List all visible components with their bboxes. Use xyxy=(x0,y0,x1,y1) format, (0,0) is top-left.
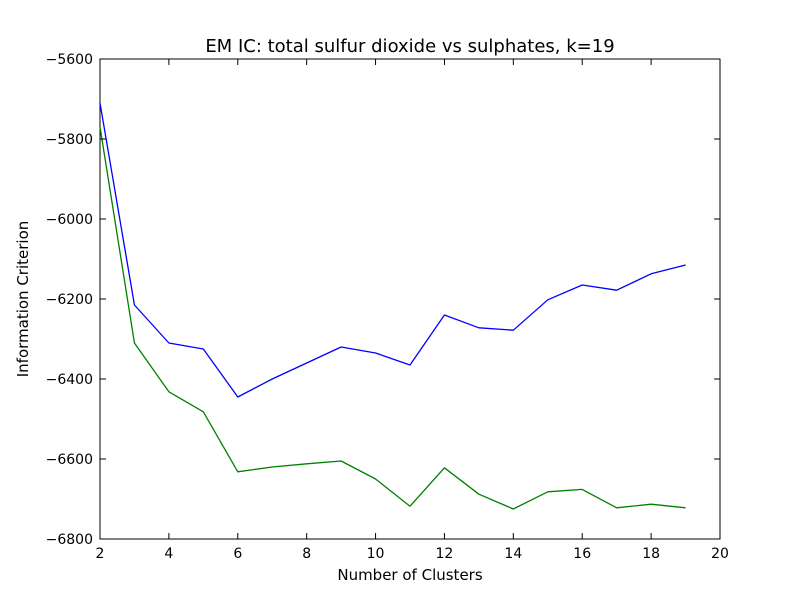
x-tick-label: 8 xyxy=(302,546,311,562)
chart-title: EM IC: total sulfur dioxide vs sulphates… xyxy=(205,36,614,57)
y-tick-label: −6000 xyxy=(46,212,93,228)
y-tick-label: −6800 xyxy=(46,532,93,548)
plot-frame xyxy=(99,58,721,540)
y-tick-label: −6600 xyxy=(46,452,93,468)
x-tick-label: 18 xyxy=(642,546,660,562)
y-tick-label: −5800 xyxy=(46,132,93,148)
x-tick-label: 12 xyxy=(436,546,454,562)
plot-area xyxy=(99,58,721,540)
x-tick-label: 14 xyxy=(504,546,522,562)
y-tick-label: −5600 xyxy=(46,52,93,68)
x-axis-title: Number of Clusters xyxy=(337,566,482,584)
x-tick-label: 4 xyxy=(164,546,173,562)
x-tick-label: 20 xyxy=(711,546,729,562)
y-axis: −5600 −5800 −6000 −6200 −6400 −6600 −6800 xyxy=(46,52,720,548)
x-tick-label: 2 xyxy=(96,546,105,562)
y-axis-title: Information Criterion xyxy=(14,221,32,378)
y-tick-label: −6400 xyxy=(46,372,93,388)
series-layer xyxy=(99,102,686,510)
series-line-1 xyxy=(99,102,686,398)
x-axis: 2 4 6 8 10 12 14 16 18 20 xyxy=(96,59,729,562)
series-line-2 xyxy=(99,126,686,510)
x-tick-label: 10 xyxy=(367,546,385,562)
x-tick-label: 6 xyxy=(233,546,242,562)
y-tick-label: −6200 xyxy=(46,292,93,308)
x-tick-label: 16 xyxy=(573,546,591,562)
